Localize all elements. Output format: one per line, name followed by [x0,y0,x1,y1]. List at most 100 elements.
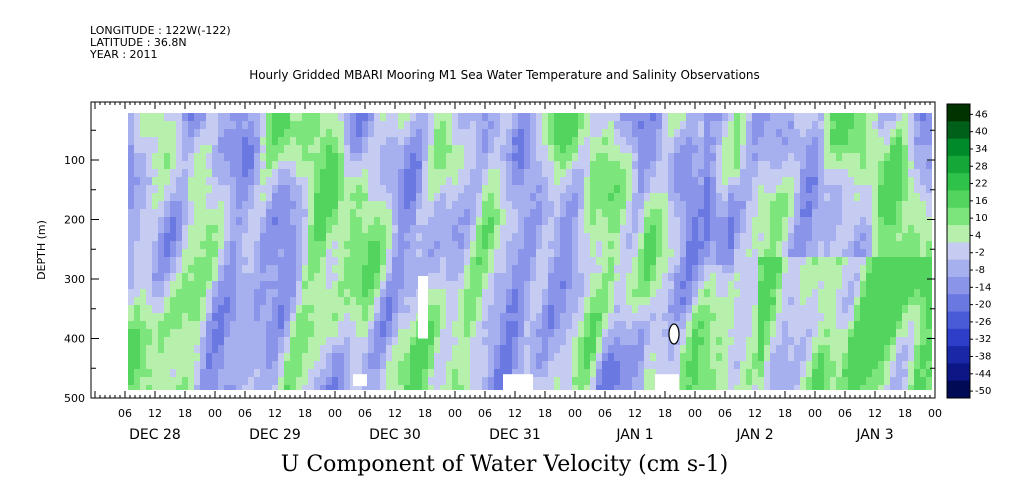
field-cell [728,225,734,233]
field-cell [818,193,824,201]
field-cell [554,225,560,233]
field-cell [146,281,152,289]
field-cell [878,153,884,161]
field-cell [314,137,320,145]
field-cell [794,249,800,257]
field-cell [896,225,902,233]
field-cell [920,241,926,249]
field-cell [668,281,674,289]
field-cell [698,113,704,121]
field-cell [542,369,548,377]
field-cell [554,297,560,305]
field-cell [764,353,770,361]
field-cell [146,273,152,281]
field-cell [764,185,770,193]
field-cell [470,129,476,137]
field-cell [842,361,848,369]
field-cell [296,369,302,377]
field-cell [620,153,626,161]
field-cell [356,209,362,217]
field-cell [614,321,620,329]
field-cell [686,321,692,329]
field-cell [416,153,422,161]
field-cell [236,289,242,297]
field-cell [716,369,722,377]
field-cell [542,153,548,161]
field-cell [152,249,158,257]
field-cell [494,289,500,297]
field-cell [158,257,164,265]
field-cell [878,217,884,225]
field-cell [758,297,764,305]
field-cell [248,281,254,289]
field-cell [212,369,218,377]
field-cell [362,153,368,161]
field-cell [302,345,308,353]
field-cell [434,193,440,201]
field-cell [326,137,332,145]
field-cell [728,257,734,265]
field-cell [146,353,152,361]
field-cell [608,281,614,289]
field-cell [644,361,650,369]
field-cell [428,257,434,265]
field-cell [698,129,704,137]
field-cell [236,281,242,289]
field-cell [620,145,626,153]
field-cell [584,161,590,169]
field-cell [176,169,182,177]
field-cell [752,185,758,193]
field-cell [566,241,572,249]
field-cell [158,361,164,369]
field-cell [290,121,296,129]
field-cell [476,249,482,257]
field-cell [362,313,368,321]
field-cell [926,249,932,257]
field-cell [296,161,302,169]
field-cell [296,137,302,145]
field-cell [596,257,602,265]
field-cell [326,129,332,137]
field-cell [662,321,668,329]
field-cell [488,281,494,289]
field-cell [194,369,200,377]
field-cell [284,289,290,297]
field-cell [266,209,272,217]
field-cell [566,169,572,177]
field-cell [134,177,140,185]
field-cell [182,201,188,209]
field-cell [608,241,614,249]
field-cell [644,145,650,153]
field-cell [164,369,170,377]
field-cell [812,193,818,201]
field-cell [488,113,494,121]
field-cell [728,209,734,217]
field-cell [614,225,620,233]
field-cell [308,257,314,265]
field-cell [776,145,782,153]
field-cell [128,153,134,161]
field-cell [176,369,182,377]
field-cell [686,169,692,177]
field-cell [314,281,320,289]
field-cell [770,265,776,273]
field-cell [272,281,278,289]
field-cell [662,169,668,177]
field-cell [848,121,854,129]
field-cell [578,321,584,329]
field-cell [602,265,608,273]
field-cell [284,313,290,321]
field-cell [332,321,338,329]
field-cell [434,281,440,289]
field-cell [914,145,920,153]
field-cell [296,313,302,321]
field-cell [506,369,512,377]
field-cell [608,201,614,209]
field-cell [734,113,740,121]
field-cell [200,377,206,385]
field-cell [806,209,812,217]
field-cell [284,209,290,217]
field-cell [164,313,170,321]
field-cell [836,305,842,313]
field-cell [428,249,434,257]
